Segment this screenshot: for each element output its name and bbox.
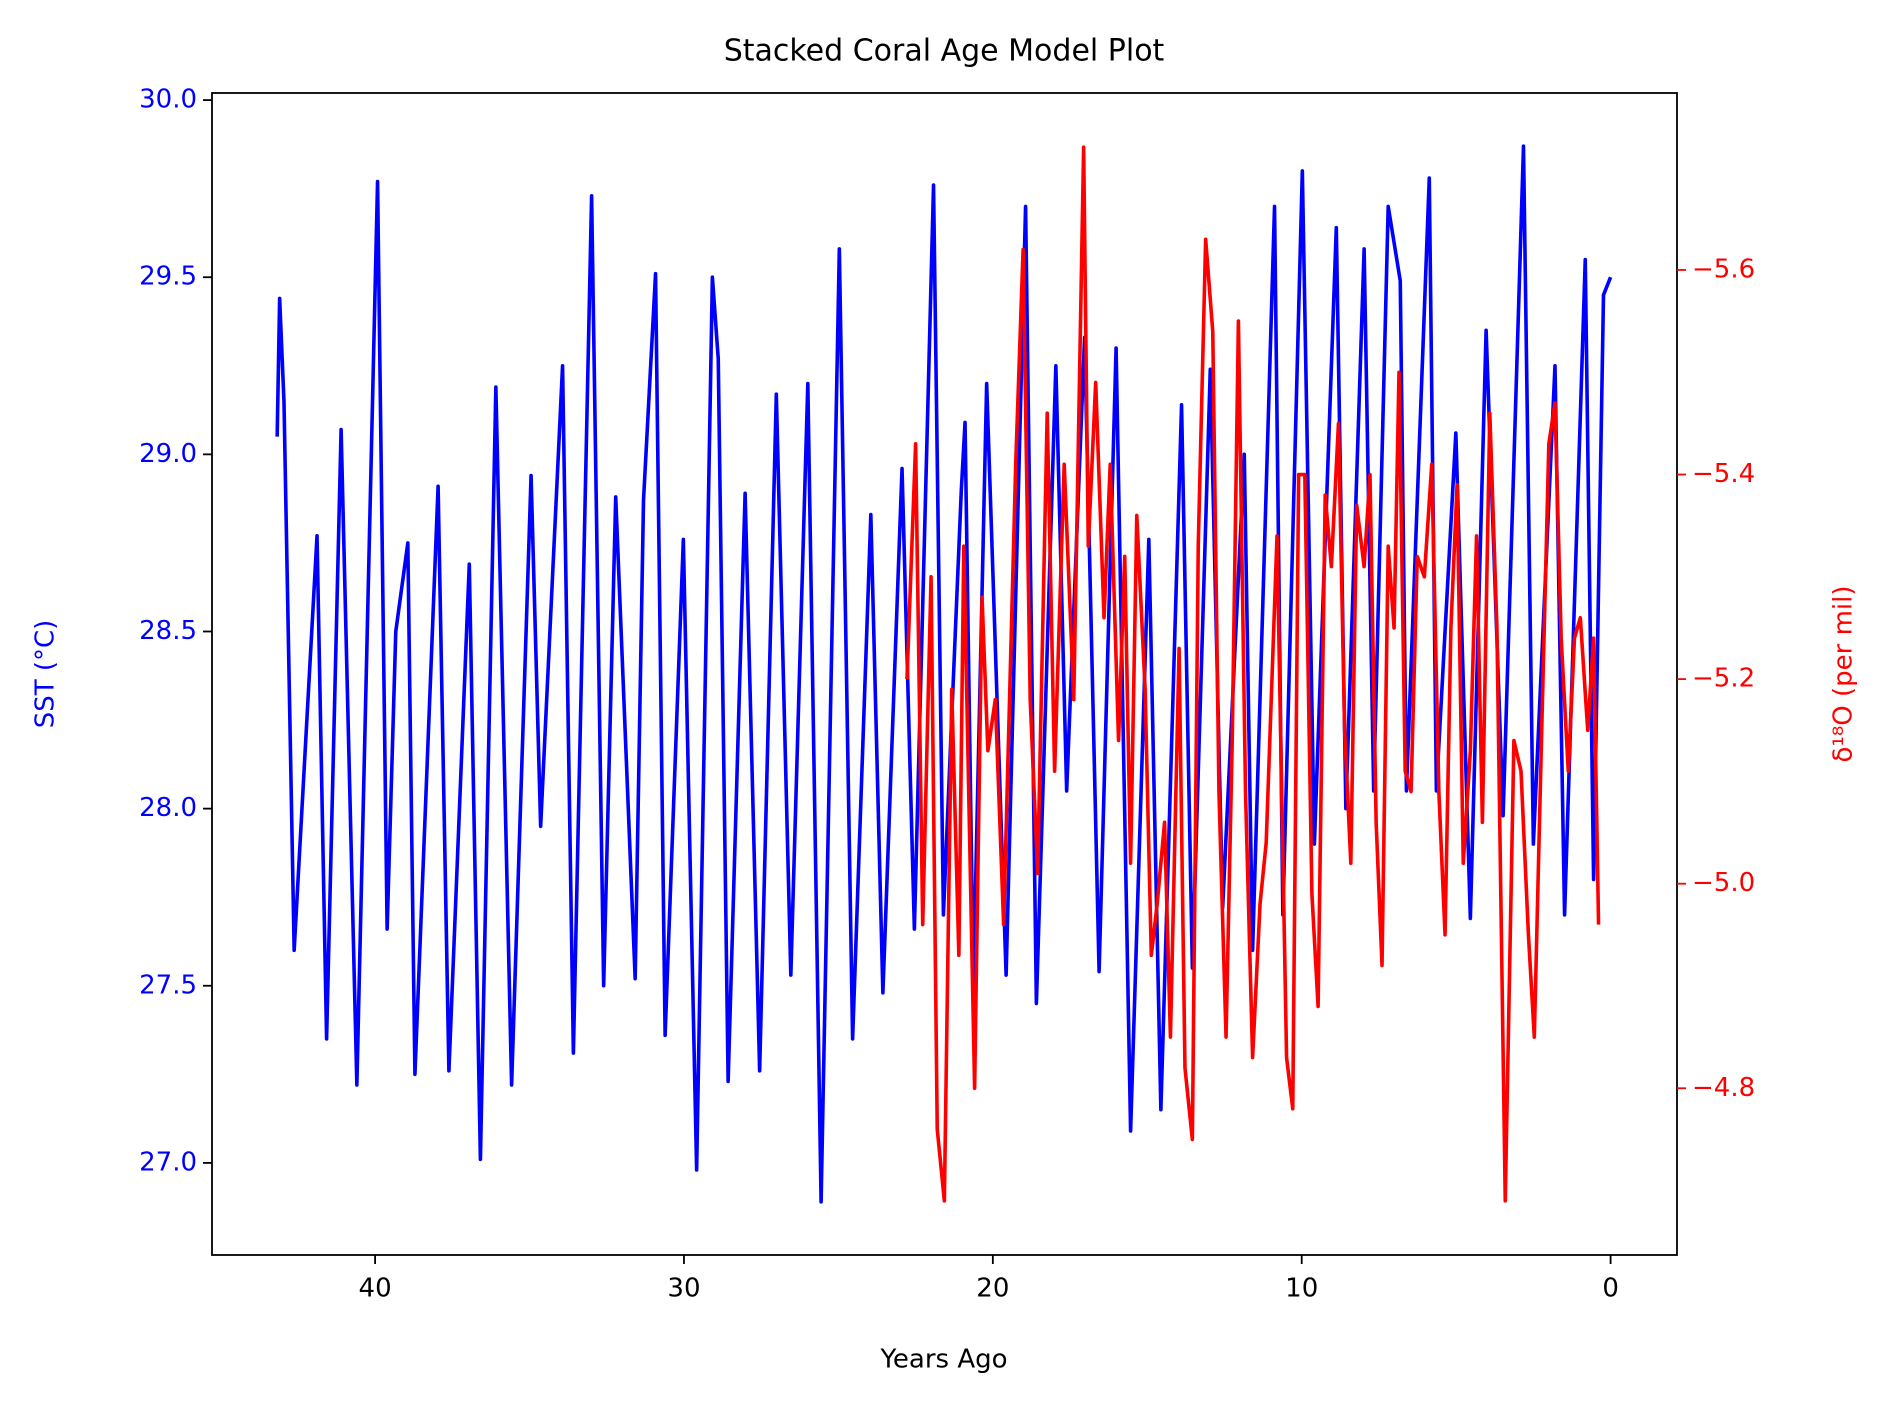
y-tick-label: 28.5 — [139, 616, 197, 646]
y2-tick-label: −4.8 — [1692, 1073, 1755, 1103]
y-tick-label: 28.0 — [139, 793, 197, 823]
y2-tick-label: −5.4 — [1692, 459, 1755, 489]
y-tick-label: 29.5 — [139, 262, 197, 292]
y2-tick-label: −5.0 — [1692, 868, 1755, 898]
x-tick-label: 0 — [1602, 1274, 1619, 1304]
plot-frame — [211, 92, 1678, 1256]
data-line — [905, 145, 1601, 1203]
y2-axis-label: δ¹⁸O (per mil) — [1829, 586, 1859, 763]
x-tick-label: 30 — [667, 1274, 700, 1304]
data-line — [275, 144, 1613, 1204]
y-axis-label: SST (°C) — [31, 620, 61, 729]
y2-tick-label: −5.2 — [1692, 664, 1755, 694]
chart-title: Stacked Coral Age Model Plot — [724, 34, 1165, 69]
x-tick-label: 40 — [359, 1274, 392, 1304]
y-tick-label: 27.5 — [139, 970, 197, 1000]
y-tick-label: 27.0 — [139, 1147, 197, 1177]
y-tick-label: 30.0 — [139, 85, 197, 115]
y-tick-label: 29.0 — [139, 439, 197, 469]
y2-tick-label: −5.6 — [1692, 254, 1755, 284]
x-tick-label: 10 — [1285, 1274, 1318, 1304]
x-tick-label: 20 — [976, 1274, 1009, 1304]
x-axis-label: Years Ago — [879, 1345, 1007, 1375]
